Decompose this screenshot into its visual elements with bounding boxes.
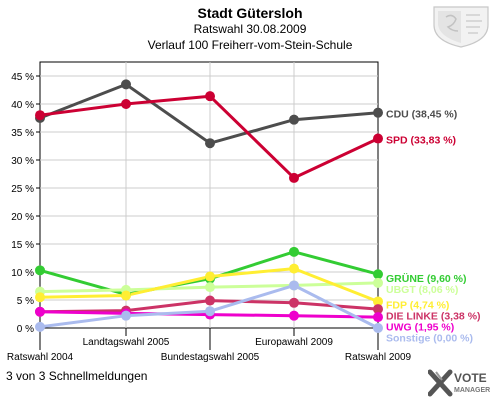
vote-manager-logo: VOTE MANAGER	[428, 369, 490, 397]
brand-line2: MANAGER	[454, 387, 490, 394]
data-point	[35, 321, 45, 332]
series-end-label: CDU (38,45 %)	[386, 109, 457, 121]
x-tick-label: Ratswahl 2004	[7, 352, 74, 363]
data-point	[35, 306, 45, 317]
data-point	[205, 91, 215, 102]
data-point	[373, 269, 383, 280]
y-tick-label: 15 %	[11, 240, 34, 251]
data-point	[121, 310, 131, 321]
data-point	[205, 271, 215, 282]
data-point	[289, 246, 299, 257]
data-point	[289, 263, 299, 274]
data-point	[289, 172, 299, 183]
data-point	[205, 306, 215, 317]
series-end-label: SPD (33,83 %)	[386, 135, 456, 147]
data-point	[289, 114, 299, 125]
data-point	[289, 297, 299, 308]
series-end-label: UBGT (8,06 %)	[386, 284, 458, 296]
data-point	[373, 323, 383, 333]
data-point	[205, 138, 215, 149]
series-end-label: Sonstige (0,00 %)	[386, 333, 473, 345]
y-tick-label: 5 %	[17, 296, 34, 307]
data-point	[121, 79, 131, 90]
data-point	[35, 265, 45, 276]
data-point	[289, 280, 299, 291]
data-point	[121, 99, 131, 109]
x-tick-label: Europawahl 2009	[255, 337, 333, 348]
x-tick-label: Landtagswahl 2005	[83, 337, 170, 348]
data-point	[373, 133, 383, 144]
series-end-label: FDP (4,74 %)	[386, 300, 449, 312]
footer-note: 3 von 3 Schnellmeldungen	[6, 369, 148, 383]
data-point	[35, 292, 45, 303]
brand-line1: VOTE	[454, 371, 487, 385]
data-point	[35, 110, 45, 121]
data-point	[373, 277, 383, 288]
y-tick-label: 30 %	[11, 156, 34, 167]
y-tick-label: 25 %	[11, 184, 34, 195]
chart-subtitle-school: Verlauf 100 Freiherr-vom-Stein-Schule	[147, 38, 353, 52]
y-tick-label: 35 %	[11, 128, 34, 139]
y-tick-label: 20 %	[11, 212, 34, 223]
data-point	[373, 107, 383, 118]
y-tick-label: 10 %	[11, 268, 34, 279]
data-point	[205, 295, 215, 306]
y-tick-label: 45 %	[11, 72, 34, 83]
y-tick-label: 40 %	[11, 100, 34, 111]
data-point	[205, 282, 215, 293]
data-point	[289, 310, 299, 321]
series-end-label: DIE LINKE (3,38 %)	[386, 311, 481, 323]
chart-title: Stadt Gütersloh	[197, 5, 303, 21]
chart-subtitle: Ratswahl 30.08.2009	[193, 22, 307, 36]
data-point	[121, 290, 131, 301]
series-end-label: UWG (1,95 %)	[386, 322, 454, 334]
coat-of-arms-icon	[433, 6, 489, 48]
x-tick-label: Bundestagswahl 2005	[161, 352, 260, 363]
data-point	[373, 304, 383, 315]
data-point	[373, 296, 383, 307]
series-end-label: GRÜNE (9,60 %)	[386, 272, 467, 285]
y-tick-label: 0 %	[17, 324, 34, 335]
x-tick-label: Ratswahl 2009	[345, 352, 412, 363]
data-point	[373, 312, 383, 323]
